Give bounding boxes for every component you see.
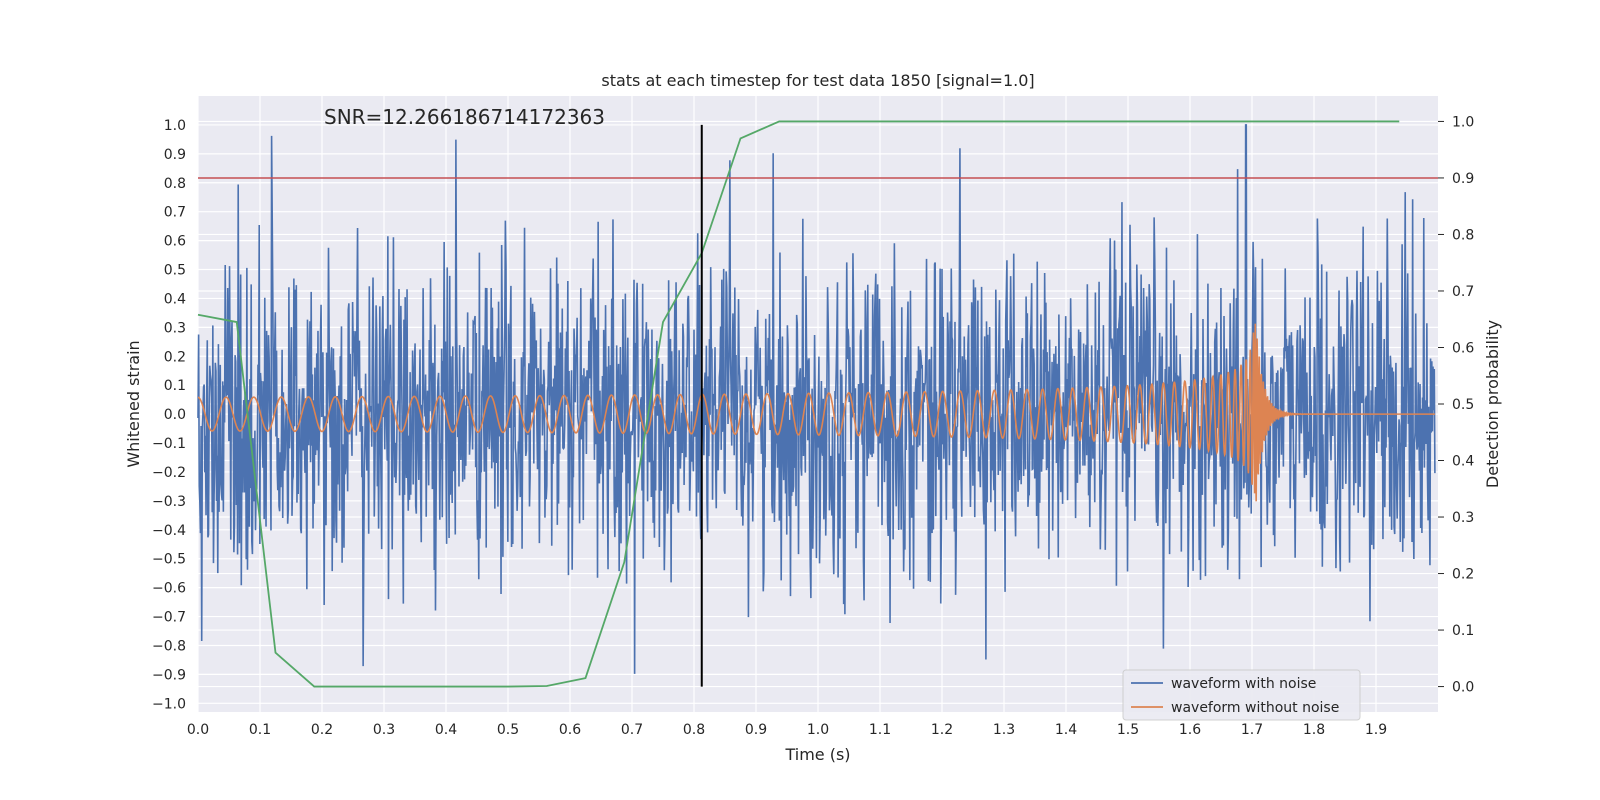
legend-label-waveform-without-noise: waveform without noise	[1171, 700, 1339, 716]
y-tick-label: −0.7	[152, 610, 186, 626]
y-tick-label: 0.4	[164, 291, 186, 307]
legend: waveform with noise waveform without noi…	[1122, 669, 1361, 721]
y2-tick-label: 0.2	[1452, 567, 1474, 583]
y-ticks: 1.0 0.9 0.8 0.7 0.6 0.5 0.4 0.3 0.2 0.1 0.0 −0.1 −0.…	[152, 118, 186, 712]
snr-annotation: SNR=12.266186714172363	[324, 105, 605, 129]
y2-tick-label: 0.8	[1452, 227, 1474, 243]
y-tick-label: 0.6	[164, 234, 186, 250]
series-line-waveform-with-noise	[197, 124, 1436, 674]
y2-tick-label: 0.9	[1452, 171, 1474, 187]
y-tick-label: 0.9	[164, 147, 186, 163]
y-tick-label: 0.5	[164, 263, 186, 279]
y-tick-label: 1.0	[164, 118, 186, 134]
series-line-waveform-without-noise	[197, 323, 1435, 502]
series-line-detection-probability	[197, 120, 1400, 688]
y2-axis-label: Detection probability	[1483, 320, 1502, 488]
y-tick-label: 0.7	[164, 205, 186, 221]
x-tick-label: 0.1	[249, 722, 271, 738]
x-tick-label: 0.9	[745, 722, 767, 738]
y2-tick-label: 0.5	[1452, 397, 1474, 413]
x-tick-label: 1.4	[1055, 722, 1077, 738]
x-tick-label: 0.3	[373, 722, 395, 738]
y2-tick-label: 0.6	[1452, 340, 1474, 356]
y-tick-label: −0.5	[152, 552, 186, 568]
x-ticks: 0.0 0.1 0.2 0.3 0.4 0.5 0.6 0.7 0.8 0.9 1.0 1.1 1.2 1…	[187, 722, 1387, 738]
y2-tick-label: 0.1	[1452, 623, 1474, 639]
y-tick-label: −0.1	[152, 436, 186, 452]
x-tick-label: 1.2	[931, 722, 953, 738]
y-tick-label: 0.8	[164, 176, 186, 192]
x-tick-label: 1.0	[807, 722, 829, 738]
x-tick-label: 0.8	[683, 722, 705, 738]
series-group	[197, 120, 1438, 688]
x-tick-label: 1.6	[1179, 722, 1201, 738]
legend-box	[1122, 669, 1361, 721]
x-tick-label: 0.5	[497, 722, 519, 738]
x-tick-label: 0.2	[311, 722, 333, 738]
y-tick-label: 0.1	[164, 378, 186, 394]
y2-ticks: 1.0 0.9 0.8 0.7 0.6 0.5 0.4 0.3 0.2 0.1 0.0	[1438, 114, 1474, 696]
legend-label-waveform-with-noise: waveform with noise	[1171, 676, 1316, 692]
y2-tick-label: 0.0	[1452, 680, 1474, 696]
y-tick-label: −0.9	[152, 667, 186, 683]
x-tick-label: 0.6	[559, 722, 581, 738]
chart-title: stats at each timestep for test data 185…	[601, 71, 1034, 90]
x-tick-label: 1.7	[1241, 722, 1263, 738]
x-tick-label: 1.1	[869, 722, 891, 738]
x-tick-label: 1.8	[1303, 722, 1325, 738]
x-tick-label: 1.3	[993, 722, 1015, 738]
y2-tick-label: 0.3	[1452, 510, 1474, 526]
y-tick-label: 0.3	[164, 320, 186, 336]
y-tick-label: 0.2	[164, 349, 186, 365]
y-tick-label: −1.0	[152, 696, 186, 712]
x-axis-label: Time (s)	[784, 745, 850, 764]
x-tick-label: 1.5	[1117, 722, 1139, 738]
y-axis-label: Whitened strain	[124, 340, 143, 467]
y-tick-label: −0.8	[152, 638, 186, 654]
y-tick-label: 0.0	[164, 407, 186, 423]
x-tick-label: 0.4	[435, 722, 457, 738]
y2-tick-label: 0.7	[1452, 284, 1474, 300]
y-tick-label: −0.2	[152, 465, 186, 481]
x-tick-label: 0.7	[621, 722, 643, 738]
y-tick-label: −0.3	[152, 494, 186, 510]
y2-tick-label: 0.4	[1452, 454, 1474, 470]
x-tick-label: 1.9	[1365, 722, 1387, 738]
y-tick-label: −0.4	[152, 523, 186, 539]
x-tick-label: 0.0	[187, 722, 209, 738]
y-tick-label: −0.6	[152, 581, 186, 597]
y2-tick-label: 1.0	[1452, 114, 1474, 130]
